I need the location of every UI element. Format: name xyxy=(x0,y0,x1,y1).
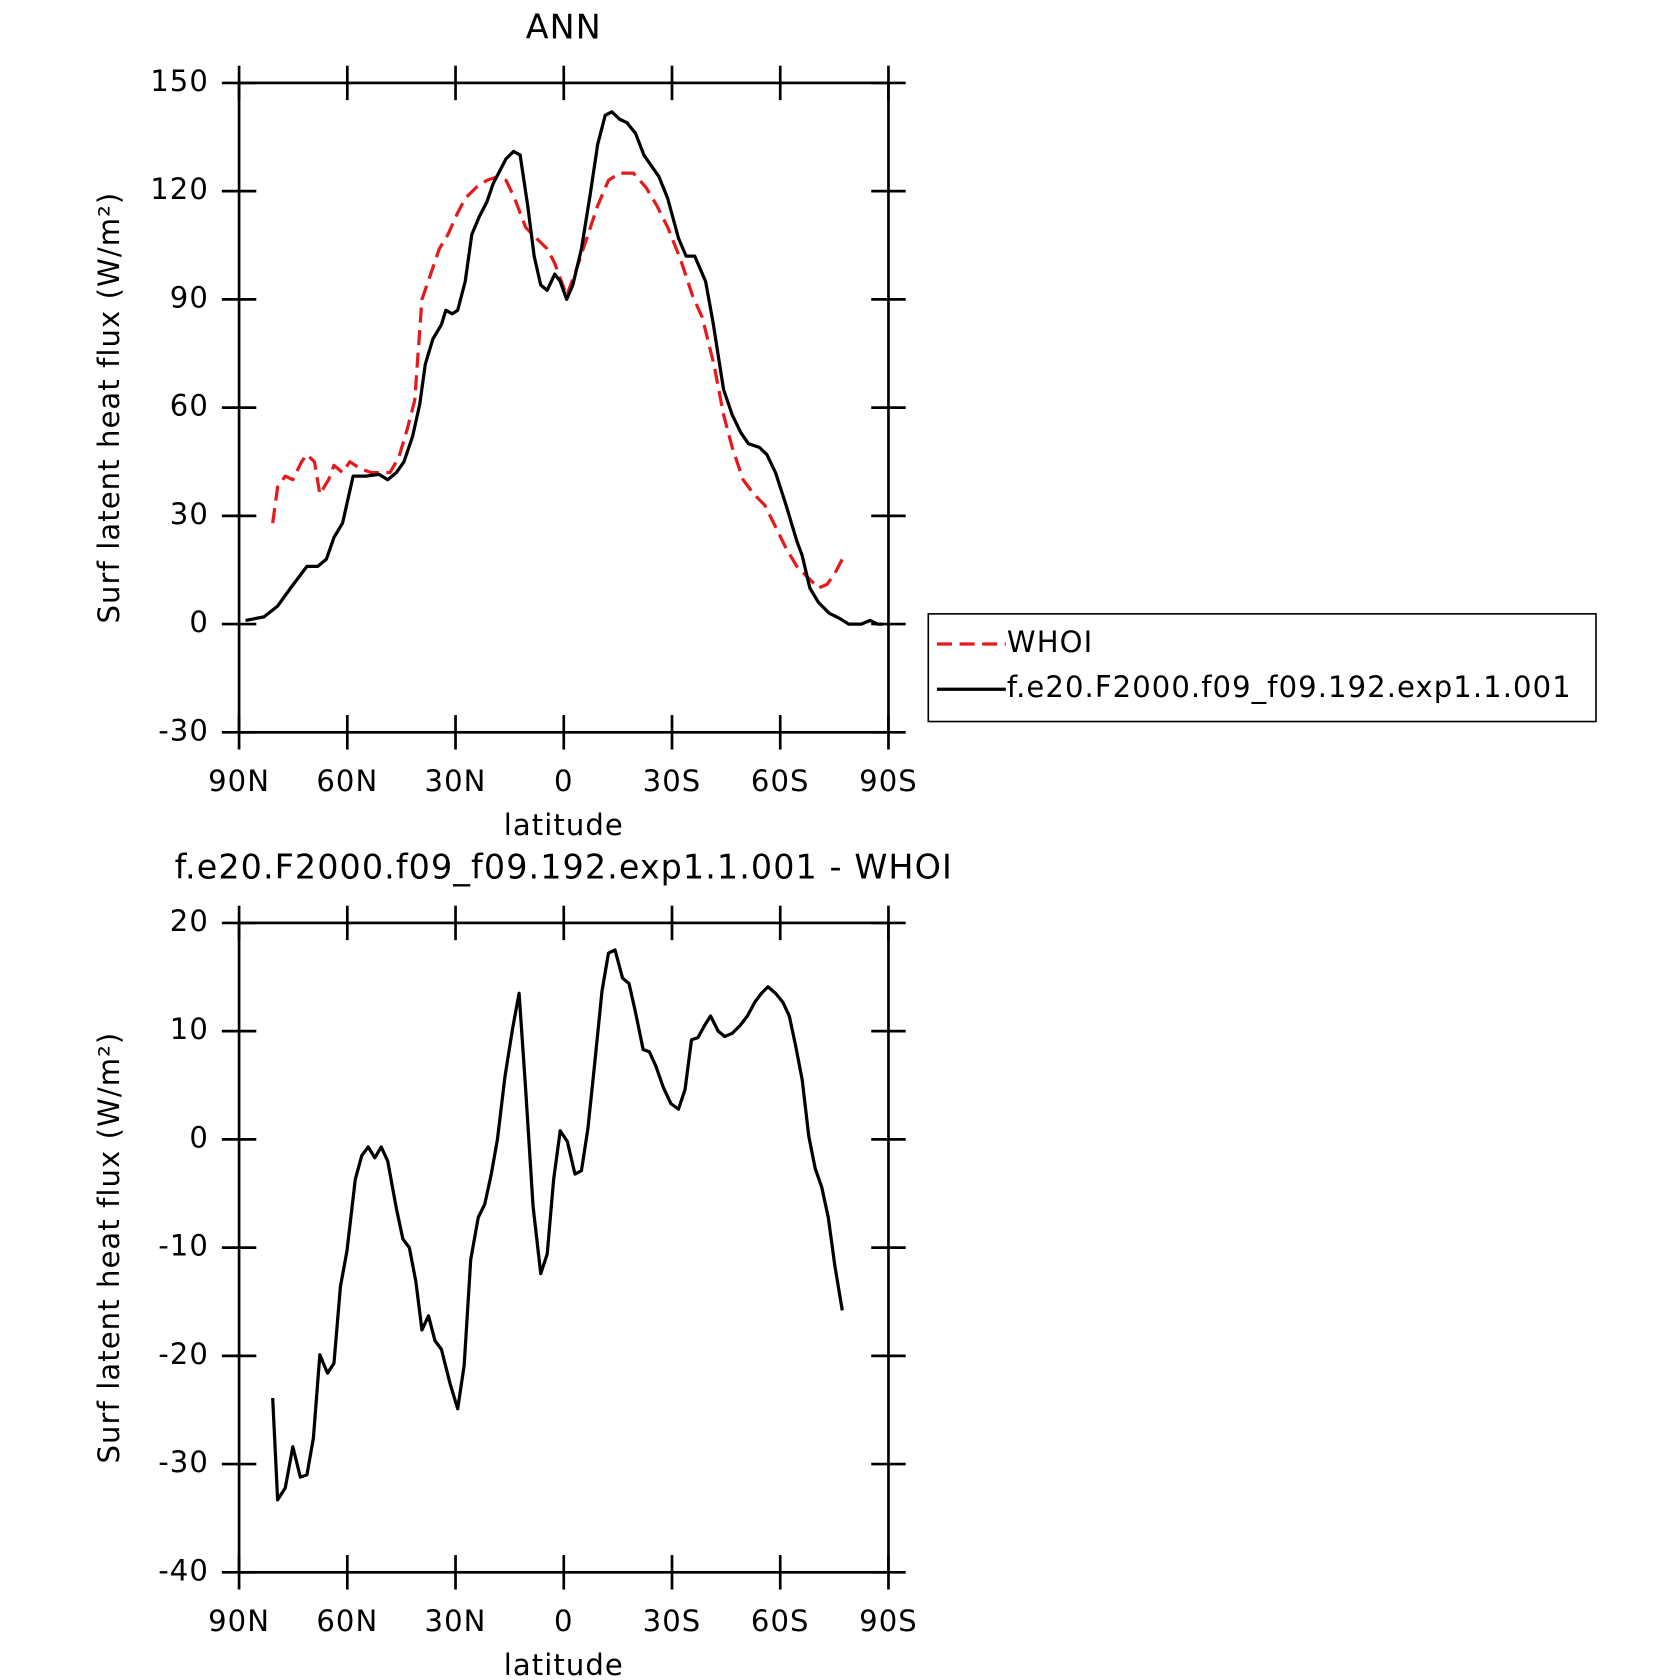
x-tick-label: 90S xyxy=(859,764,918,798)
y-tick-label: -10 xyxy=(158,1229,209,1263)
data-line xyxy=(271,171,844,590)
x-axis-label: latitude xyxy=(504,808,624,842)
y-tick-label: 10 xyxy=(170,1012,209,1046)
x-tick-label: 60N xyxy=(316,1604,378,1638)
x-tick-label: 60S xyxy=(751,764,810,798)
x-tick-label: 0 xyxy=(554,764,574,798)
y-tick-label: -40 xyxy=(158,1553,209,1587)
legend-label: WHOI xyxy=(1007,625,1093,659)
legend-label: f.e20.F2000.f09_f09.192.exp1.1.001 xyxy=(1007,670,1572,704)
x-tick-label: 30S xyxy=(643,764,702,798)
x-tick-label: 0 xyxy=(554,1604,574,1638)
y-tick-label: 150 xyxy=(150,64,209,98)
y-tick-label: 120 xyxy=(150,172,209,206)
chart-title: f.e20.F2000.f09_f09.192.exp1.1.001 - WHO… xyxy=(175,848,953,887)
plot-frame xyxy=(237,921,890,1574)
y-tick-label: -30 xyxy=(158,1445,209,1479)
x-tick-label: 90S xyxy=(859,1604,918,1638)
x-tick-label: 30N xyxy=(425,764,487,798)
plot-frame xyxy=(237,81,890,734)
chart-title: ANN xyxy=(526,8,602,47)
legend-box xyxy=(927,613,1597,723)
y-axis-label: Surf latent heat flux (W/m²) xyxy=(92,1032,126,1464)
x-tick-label: 90N xyxy=(208,1604,270,1638)
x-tick-label: 30N xyxy=(425,1604,487,1638)
y-tick-label: 30 xyxy=(170,497,209,531)
x-tick-label: 90N xyxy=(208,764,270,798)
x-axis-label: latitude xyxy=(504,1648,624,1680)
y-tick-label: -30 xyxy=(158,713,209,747)
x-tick-label: 30S xyxy=(643,1604,702,1638)
x-tick-label: 60S xyxy=(751,1604,810,1638)
data-line xyxy=(245,110,884,626)
y-tick-label: 90 xyxy=(170,280,209,314)
y-tick-label: 0 xyxy=(189,1120,209,1154)
y-tick-label: 0 xyxy=(189,605,209,639)
y-tick-label: -20 xyxy=(158,1337,209,1371)
data-line xyxy=(271,948,844,1502)
y-axis-label: Surf latent heat flux (W/m²) xyxy=(92,192,126,624)
x-tick-label: 60N xyxy=(316,764,378,798)
y-tick-label: 60 xyxy=(170,389,209,423)
y-tick-label: 20 xyxy=(170,904,209,938)
